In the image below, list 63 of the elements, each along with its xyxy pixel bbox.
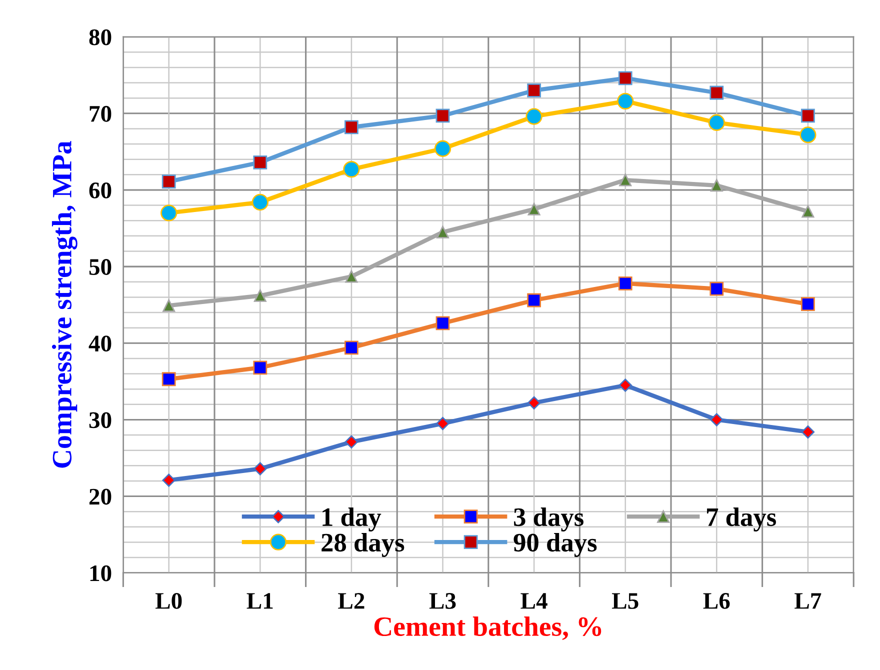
point	[710, 413, 724, 426]
point	[344, 435, 358, 448]
x-tick-label: L7	[794, 593, 822, 609]
point	[527, 84, 541, 98]
point	[252, 194, 268, 211]
x-tick-label: L4	[520, 593, 548, 609]
y-tick-label: 40	[88, 336, 112, 352]
point	[344, 120, 358, 134]
point	[802, 205, 814, 218]
point	[343, 160, 360, 178]
x-tick-label: L2	[338, 593, 364, 609]
point	[801, 108, 815, 123]
point	[254, 289, 266, 302]
point	[710, 282, 724, 296]
point	[527, 396, 541, 410]
y-tick-label: 80	[89, 29, 112, 46]
point	[162, 174, 176, 189]
legend-label: 1 day	[322, 508, 382, 532]
point	[162, 299, 176, 312]
point	[253, 360, 268, 375]
point	[162, 372, 176, 386]
point	[160, 204, 178, 222]
point	[618, 71, 632, 86]
x-tick-label: L3	[429, 593, 456, 609]
y-tick-label: 60	[89, 182, 112, 198]
point	[344, 340, 358, 355]
point	[528, 202, 540, 216]
y-tick-label: 10	[90, 565, 112, 582]
y-tick-label: 30	[89, 412, 112, 428]
x-tick-label: L6	[703, 593, 730, 609]
y-tick-label: 20	[89, 488, 112, 505]
legend-label: 3 days	[514, 508, 584, 532]
point	[708, 114, 725, 131]
x-axis-title: Cement batches, %	[374, 616, 602, 640]
point	[436, 226, 449, 238]
point	[345, 270, 358, 283]
y-tick-label: 50	[89, 259, 112, 275]
point	[526, 108, 542, 125]
point	[436, 316, 450, 330]
point	[253, 155, 268, 170]
y-tick-label: 70	[90, 106, 112, 122]
point	[619, 174, 632, 186]
point	[800, 126, 816, 144]
point	[434, 140, 452, 157]
legend-label: 7 days	[707, 508, 776, 532]
point	[710, 86, 724, 100]
x-tick-label: L1	[246, 593, 273, 609]
point	[254, 462, 267, 476]
point	[436, 108, 450, 123]
point	[801, 425, 815, 439]
x-tick-label: L0	[155, 592, 182, 609]
point	[617, 92, 634, 110]
point	[436, 416, 450, 430]
point	[618, 276, 632, 290]
legend-label: 90 days	[514, 533, 597, 558]
point	[801, 297, 815, 312]
x-tick-label: L5	[612, 593, 638, 609]
y-axis-title: Compressive strength, MPa	[52, 141, 78, 468]
point	[527, 293, 541, 308]
legend-label: 28 days	[322, 533, 404, 558]
point	[162, 474, 176, 487]
point	[710, 179, 723, 192]
point	[618, 378, 632, 392]
